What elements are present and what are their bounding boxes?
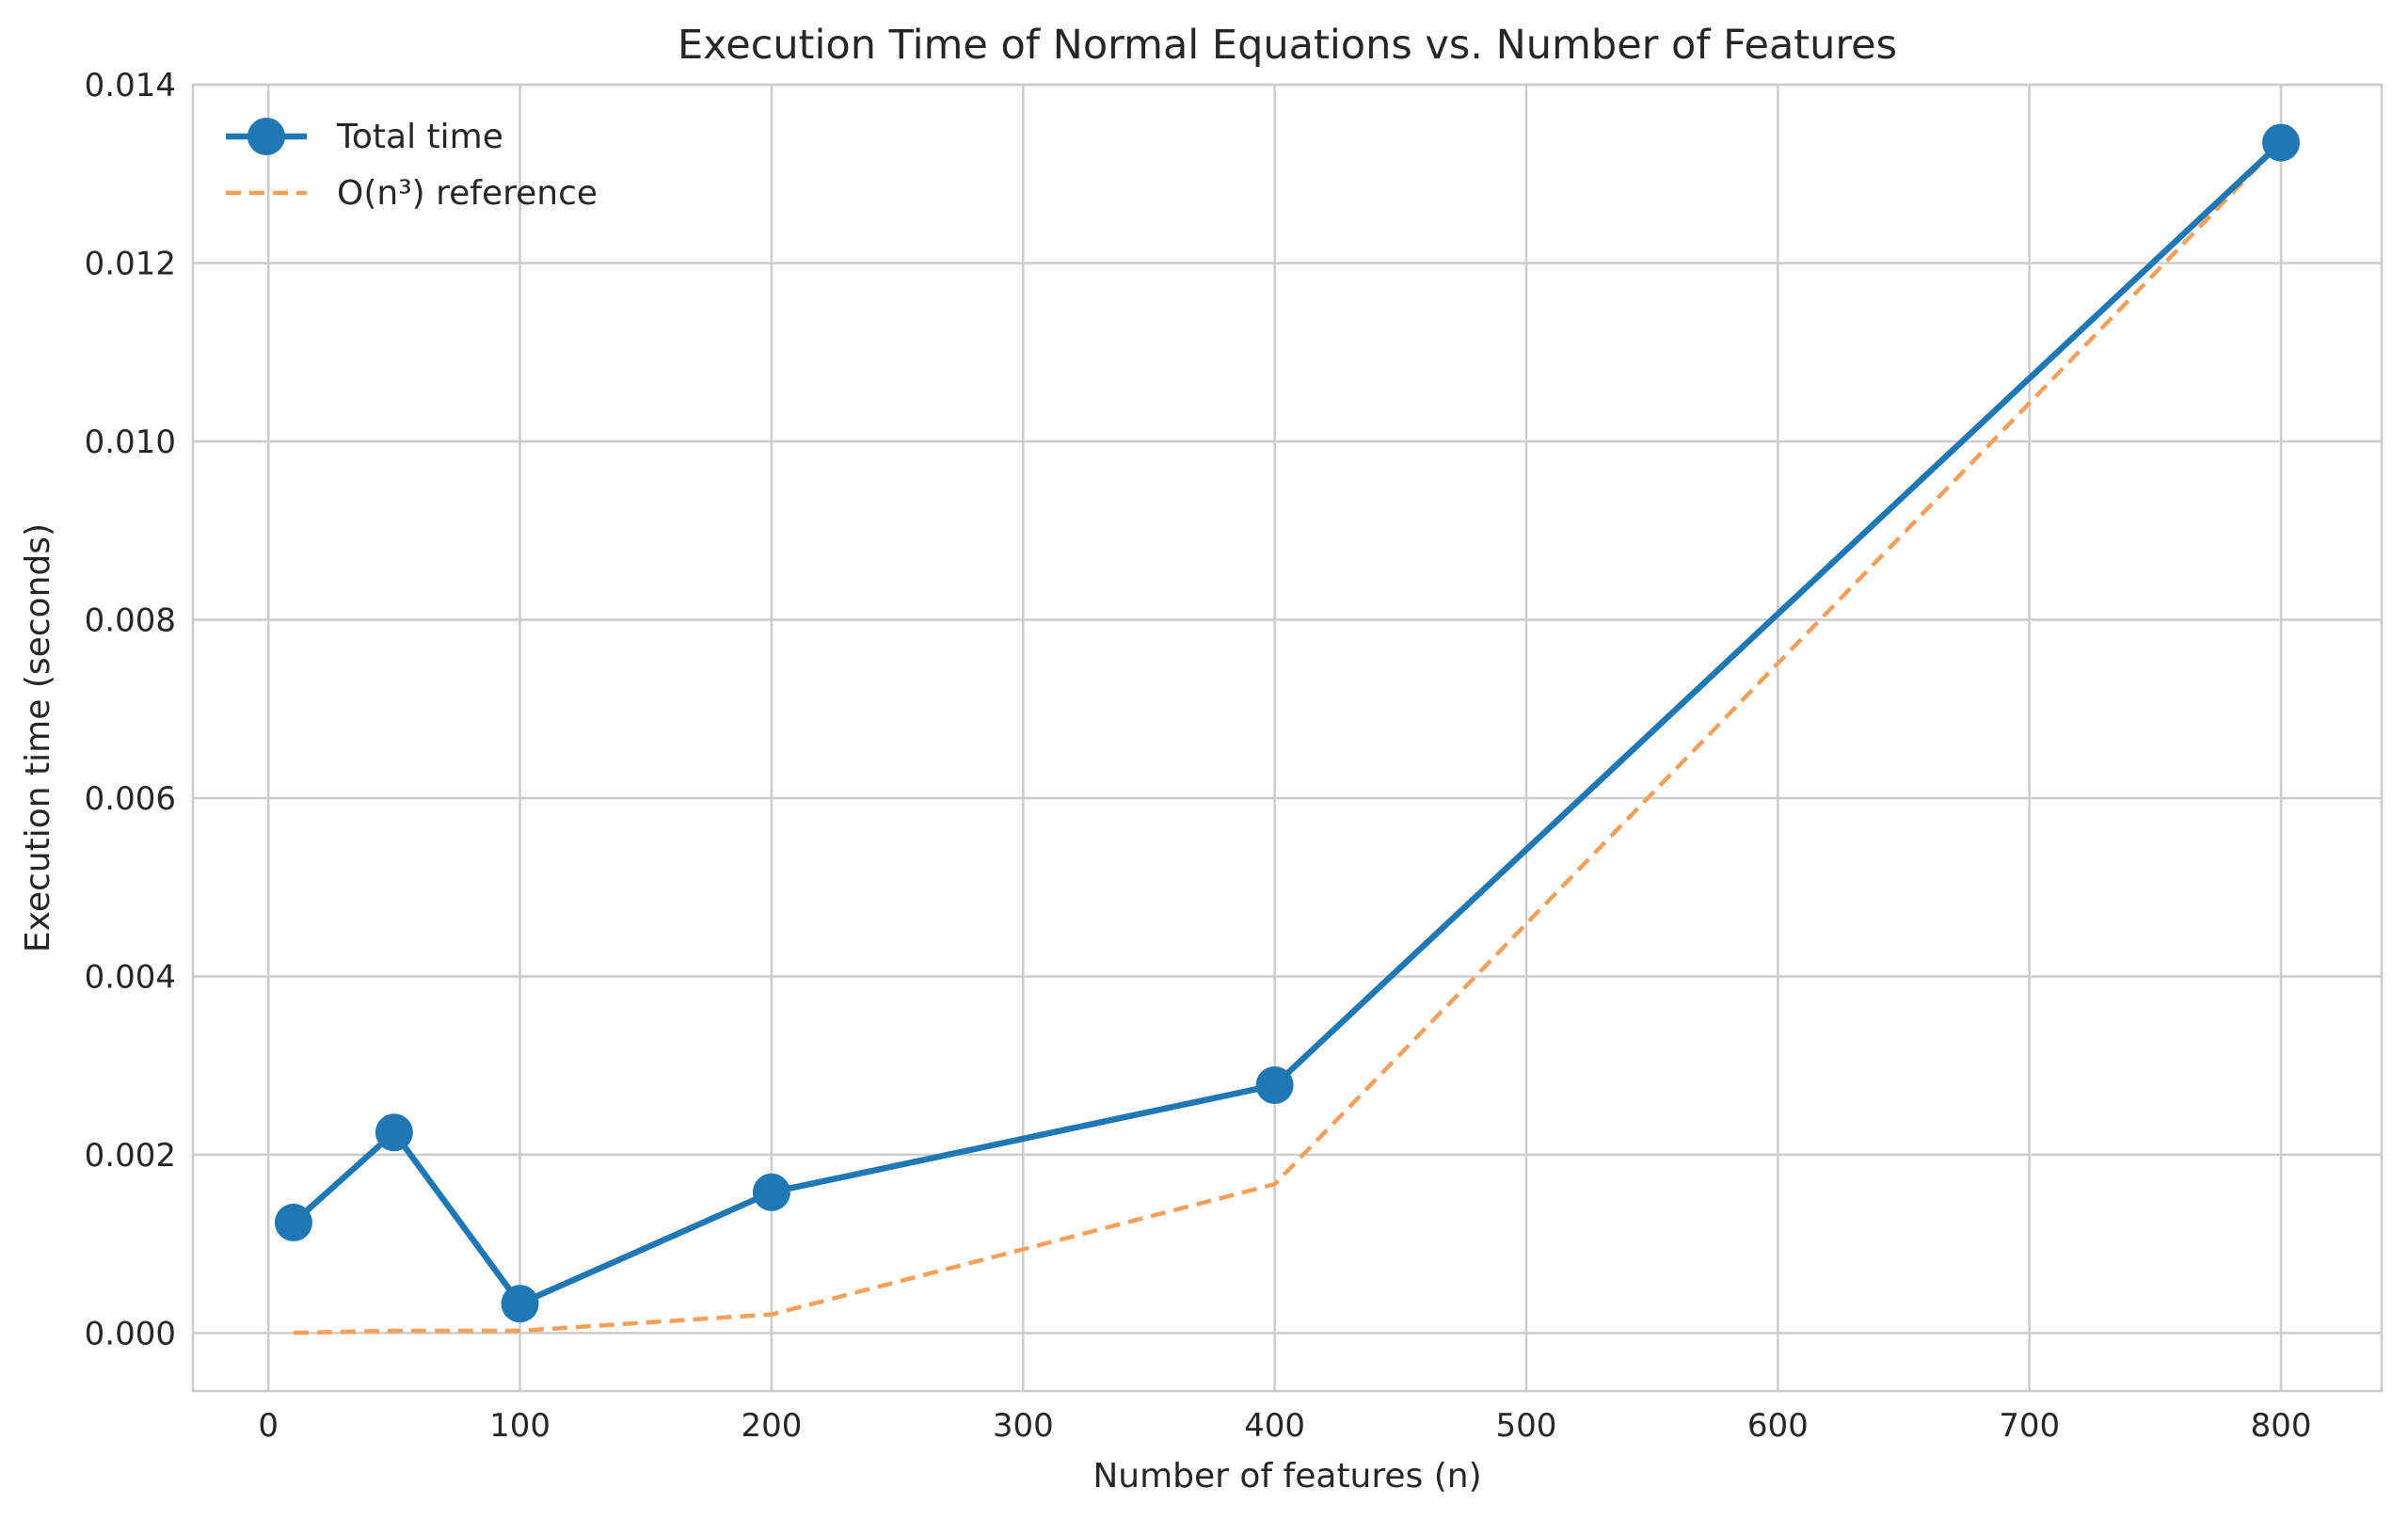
total-time-series-line — [291, 140, 2284, 1307]
legend-marker-total-time — [247, 118, 285, 155]
total-time-point — [1255, 1066, 1294, 1105]
x-axis-ticks: 0 100 200 300 400 500 600 700 800 — [258, 1407, 2311, 1445]
x-tick-label: 700 — [1999, 1407, 2060, 1445]
total-time-point — [2262, 123, 2301, 162]
y-axis-label: Execution time (seconds) — [19, 523, 57, 952]
y-axis-ticks: 0.000 0.002 0.004 0.006 0.008 0.010 0.012 0.014 — [85, 67, 176, 1352]
total-time-point — [501, 1285, 539, 1323]
y-tick-label: 0.004 — [85, 958, 176, 996]
chart-title: Execution Time of Normal Equations vs. N… — [678, 22, 1897, 69]
y-tick-label: 0.006 — [85, 780, 176, 818]
x-tick-label: 300 — [993, 1407, 1054, 1445]
plot-frame — [191, 83, 2384, 1393]
y-tick-label: 0.012 — [85, 245, 176, 282]
x-axis-label: Number of features (n) — [1092, 1457, 1481, 1496]
legend-label-reference: O(n³) reference — [337, 174, 598, 213]
x-tick-label: 400 — [1244, 1407, 1305, 1445]
x-tick-label: 100 — [489, 1407, 550, 1445]
x-tick-label: 600 — [1747, 1407, 1809, 1445]
legend-label-total-time: Total time — [336, 118, 503, 156]
y-tick-label: 0.008 — [85, 601, 176, 639]
x-tick-label: 500 — [1496, 1407, 1557, 1445]
y-tick-label: 0.000 — [85, 1315, 176, 1352]
total-time-point — [375, 1113, 413, 1152]
reference-series-line — [293, 141, 2283, 1336]
legend: Total time O(n³) reference — [226, 118, 598, 213]
y-tick-label: 0.010 — [85, 424, 176, 461]
y-tick-label: 0.002 — [85, 1137, 176, 1175]
x-tick-label: 0 — [258, 1407, 279, 1445]
x-tick-label: 800 — [2251, 1407, 2312, 1445]
total-time-point — [274, 1203, 312, 1241]
x-tick-label: 200 — [741, 1407, 802, 1445]
series-layer — [274, 123, 2301, 1336]
y-tick-label: 0.014 — [85, 67, 176, 104]
total-time-point — [752, 1173, 790, 1211]
